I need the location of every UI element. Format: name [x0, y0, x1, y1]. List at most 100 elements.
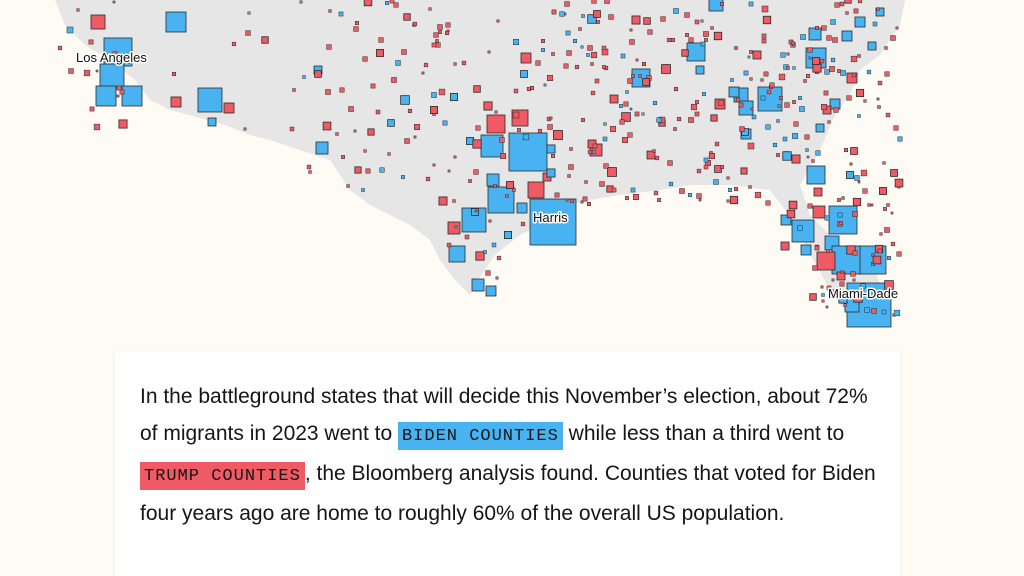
biden-county-marker [668, 181, 674, 187]
trump-county-marker [590, 51, 598, 59]
trump-county-marker [353, 26, 359, 32]
trump-county-marker [587, 202, 591, 206]
trump-county-marker [292, 88, 296, 92]
trump-county-marker [485, 270, 491, 276]
trump-county-marker [750, 107, 754, 111]
trump-county-marker [862, 188, 868, 194]
trump-county-marker [779, 96, 783, 100]
trump-county-marker [404, 138, 410, 144]
trump-county-marker [634, 111, 640, 117]
trump-county-marker [362, 56, 368, 62]
biden-county-marker [573, 39, 577, 43]
trump-county-marker [754, 191, 762, 199]
biden-county-marker [503, 230, 512, 239]
biden-county-marker [780, 52, 786, 58]
trump-county-marker [354, 166, 362, 174]
trump-county-marker [733, 186, 739, 192]
trump-county-marker [748, 185, 752, 189]
trump-county-marker [760, 78, 764, 82]
biden-county-marker [688, 193, 692, 197]
biden-county-marker [641, 112, 645, 116]
trump-county-marker [438, 88, 446, 96]
biden-county-marker [121, 85, 143, 107]
biden-county-marker [872, 21, 878, 27]
trump-county-marker [547, 75, 553, 81]
biden-county-marker [581, 14, 585, 18]
trump-county-marker [857, 180, 861, 184]
trump-county-marker [807, 203, 813, 209]
trump-county-marker [599, 181, 605, 187]
biden-county-marker [887, 256, 891, 260]
trump-county-marker [499, 137, 505, 143]
biden-county-marker [491, 242, 497, 248]
us-land-shape [55, 0, 905, 320]
trump-county-marker [625, 196, 629, 200]
trump-county-marker [447, 221, 461, 235]
trump-county-marker [537, 128, 543, 134]
trump-county-marker [432, 163, 436, 167]
trump-county-marker [884, 46, 888, 50]
biden-county-marker [401, 175, 405, 179]
trump-county-marker [852, 278, 856, 282]
trump-county-marker [720, 165, 724, 169]
trump-county-marker [474, 209, 478, 213]
trump-county-marker [720, 2, 724, 6]
biden-county-marker [543, 83, 547, 87]
trump-county-marker [513, 88, 519, 94]
trump-county-marker [657, 198, 661, 202]
biden-county-marker [800, 244, 812, 256]
trump-county-marker [871, 308, 877, 314]
trump-county-marker [703, 31, 709, 37]
trump-county-marker [834, 2, 840, 8]
biden-county-marker [603, 122, 607, 126]
trump-county-marker [831, 278, 835, 282]
trump-county-marker [694, 19, 700, 25]
biden-county-marker [893, 309, 901, 317]
trump-county-marker [763, 71, 769, 77]
trump-county-marker [765, 200, 771, 206]
trump-county-marker [631, 74, 635, 78]
trump-county-marker [346, 184, 350, 188]
trump-county-marker [603, 163, 609, 169]
trump-county-marker [673, 127, 677, 131]
trump-county-marker [788, 200, 798, 210]
trump-county-marker [328, 9, 332, 13]
trump-county-marker [812, 205, 826, 219]
trump-county-marker [813, 187, 823, 197]
biden-county-marker [854, 16, 866, 28]
trump-county-marker [553, 130, 563, 140]
trump-county-marker [601, 45, 607, 51]
biden-county-marker [703, 157, 709, 163]
biden-county-marker [529, 198, 577, 246]
trump-county-marker [684, 12, 690, 18]
trump-county-marker [112, 0, 116, 4]
trump-county-marker [825, 305, 829, 309]
biden-county-marker [587, 14, 597, 24]
trump-county-marker [363, 149, 367, 153]
biden-county-marker [387, 119, 395, 127]
biden-county-marker [830, 57, 836, 63]
biden-county-marker [454, 225, 458, 229]
trump-county-marker [549, 116, 553, 120]
trump-county-marker [590, 90, 596, 96]
trump-county-marker [821, 299, 825, 303]
trump-county-marker [839, 281, 845, 287]
trump-county-marker [551, 154, 555, 158]
trump-county-marker [245, 30, 251, 36]
trump-county-marker [714, 165, 722, 173]
biden-county-marker [864, 307, 870, 313]
trump-county-marker [494, 110, 498, 114]
biden-county-marker [513, 39, 519, 45]
trump-county-marker [223, 102, 235, 114]
trump-county-marker [820, 285, 824, 289]
biden-county-marker [165, 11, 187, 33]
trump-county-marker [734, 46, 738, 50]
trump-county-marker [314, 70, 322, 78]
trump-county-marker [844, 0, 852, 4]
trump-county-marker [830, 289, 836, 295]
trump-county-marker [685, 33, 689, 37]
trump-county-marker [445, 31, 449, 35]
biden-county-marker [602, 136, 608, 142]
biden-county-marker [247, 11, 251, 15]
trump-county-marker [428, 7, 432, 11]
